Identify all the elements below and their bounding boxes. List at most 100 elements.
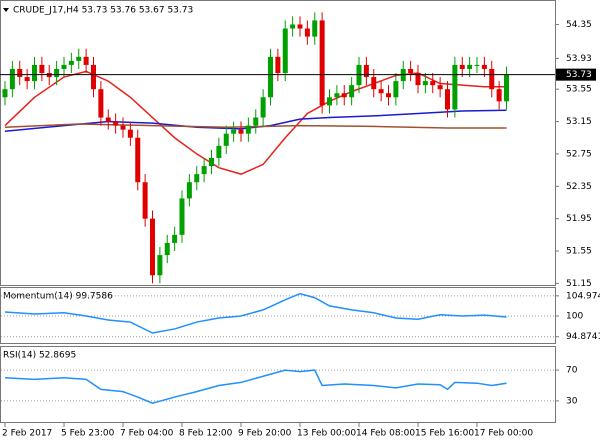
candle-body	[312, 20, 318, 37]
candle-body	[459, 64, 465, 69]
candle-body	[408, 68, 414, 74]
y-tick-label: 70	[566, 366, 578, 376]
candle-body	[334, 93, 340, 98]
candle-body	[76, 56, 82, 61]
candle-body	[430, 81, 436, 86]
x-tick-label: 2 Feb 2017	[2, 429, 52, 439]
candle-body	[445, 89, 450, 110]
candle-body	[186, 182, 192, 199]
x-tick-label: 8 Feb 12:00	[179, 429, 233, 439]
candle-body	[216, 145, 222, 158]
candle-body	[164, 242, 170, 256]
x-tick-label: 14 Feb 08:00	[356, 429, 415, 439]
candle-body	[245, 125, 251, 134]
candle-body	[120, 125, 126, 130]
candle-body	[349, 85, 355, 98]
candle-body	[253, 117, 259, 126]
y-tick-label: 52.35	[566, 182, 592, 192]
candle-body	[363, 64, 369, 78]
candle-body	[209, 157, 214, 167]
candle-body	[17, 68, 23, 78]
candle-body	[422, 81, 428, 86]
candle-body	[83, 56, 89, 65]
candle-body	[32, 64, 37, 82]
candle-body	[91, 64, 96, 90]
rsi-panel	[0, 346, 556, 423]
candle-body	[194, 174, 200, 183]
candle-body	[61, 64, 67, 69]
candle-body	[179, 198, 185, 235]
candle-body	[481, 64, 487, 69]
x-tick-label: 7 Feb 04:00	[120, 429, 174, 439]
candle-body	[378, 89, 384, 94]
x-tick-label: 13 Feb 00:00	[297, 429, 356, 439]
candle-body	[9, 68, 15, 90]
y-tick-label: 94.8741	[566, 332, 600, 342]
candle-body	[504, 74, 509, 102]
candle-body	[54, 68, 60, 78]
chart-title: CRUDE_J17,H4 53.73 53.76 53.67 53.73	[13, 6, 193, 16]
candle-body	[223, 133, 229, 146]
candle-body	[68, 60, 74, 65]
x-tick-label: 17 Feb 00:00	[474, 429, 533, 439]
candle-body	[386, 93, 391, 98]
candle-body	[231, 129, 237, 134]
candle-body	[135, 137, 141, 183]
candle-body	[268, 56, 273, 98]
y-tick-label: 30	[566, 396, 578, 406]
candle-body	[142, 182, 148, 219]
candle-body	[275, 56, 281, 74]
candle-body	[452, 64, 458, 110]
candle-body	[467, 64, 473, 69]
candle-body	[304, 28, 310, 37]
candle-body	[297, 24, 303, 29]
candle-body	[393, 81, 399, 98]
candle-body	[150, 218, 155, 276]
candle-body	[39, 64, 45, 74]
last-price-label: 53.73	[566, 70, 592, 80]
candle-body	[474, 64, 480, 66]
candle-body	[489, 68, 495, 90]
candle-body	[113, 121, 119, 126]
y-tick-label: 53.93	[566, 54, 592, 64]
y-tick-label: 54.35	[566, 20, 592, 30]
x-tick-label: 15 Feb 16:00	[415, 429, 474, 439]
y-tick-label: 53.15	[566, 117, 592, 127]
candle-body	[201, 166, 207, 175]
y-tick-label: 52.75	[566, 149, 592, 159]
rsi-title: RSI(14) 52.8695	[3, 351, 76, 361]
candle-body	[282, 28, 288, 74]
y-tick-label: 53.55	[566, 85, 592, 95]
candle-body	[290, 24, 296, 29]
candle-body	[157, 255, 163, 276]
candle-body	[260, 97, 266, 118]
y-tick-label: 51.95	[566, 214, 592, 224]
momentum-title: Momentum(14) 99.7586	[3, 292, 113, 302]
candle-body	[127, 129, 133, 138]
indicator-line	[4, 123, 507, 129]
y-tick-label: 104.9747	[566, 291, 600, 301]
candle-body	[2, 89, 8, 98]
candle-body	[327, 97, 332, 106]
candle-body	[238, 129, 244, 134]
candle-body	[415, 73, 421, 86]
indicator-line	[4, 369, 507, 405]
x-tick-label: 5 Feb 23:00	[61, 429, 115, 439]
candle-body	[319, 20, 325, 106]
y-tick-label: 51.15	[566, 279, 592, 289]
indicator-line	[4, 292, 507, 334]
x-tick-label: 9 Feb 20:00	[238, 429, 292, 439]
y-tick-label: 51.55	[566, 247, 592, 257]
candle-body	[172, 234, 178, 243]
candle-body	[98, 89, 104, 118]
candle-body	[371, 77, 377, 90]
candle-body	[105, 117, 111, 122]
candle-body	[24, 77, 30, 82]
candle-body	[496, 89, 502, 102]
last-price-box	[556, 68, 596, 81]
y-tick-label: 100	[566, 311, 583, 321]
candle-body	[341, 93, 347, 98]
candle-body	[437, 85, 443, 90]
menu-arrow	[3, 8, 9, 12]
